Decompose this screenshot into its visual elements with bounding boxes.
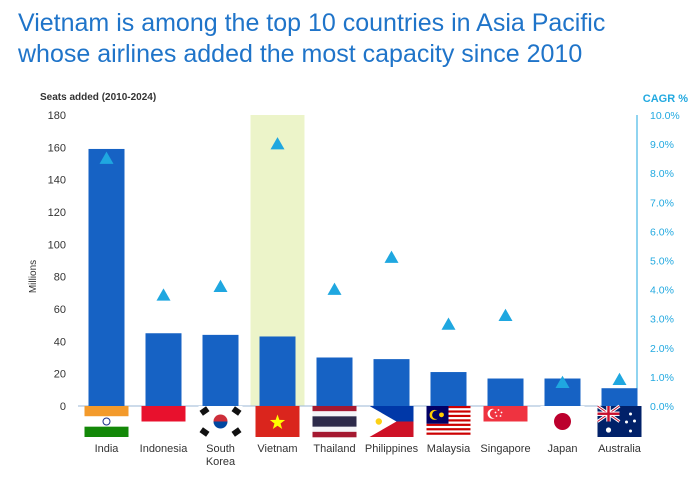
cagr-marker-south-korea [213,279,228,292]
cagr-marker-thailand [327,282,342,295]
y2-tick-label: 0.0% [650,401,674,413]
y-tick-label: 0 [60,401,66,413]
bar-philippines [373,359,410,406]
chart-title: Vietnam is among the top 10 countries in… [18,8,688,70]
singapore-flag [483,406,528,437]
philippines-flag [369,406,414,437]
category-label: Malaysia [427,443,471,455]
y-tick-label: 160 [48,142,66,154]
bar-indonesia [145,333,182,406]
cagr-marker-malaysia [441,317,456,330]
y-tick-label: 180 [48,110,66,122]
bar-vietnam [259,336,296,406]
cagr-marker-singapore [498,308,513,322]
y2-tick-label: 5.0% [650,256,674,268]
category-label: South [206,443,235,455]
y-tick-label: 80 [54,272,66,284]
malaysia-flag [426,406,471,438]
chart-title-line-1: Vietnam is among the top 10 countries in… [18,9,606,37]
cagr-marker-india [99,151,114,164]
y2-tick-label: 4.0% [650,285,674,297]
india-flag [84,406,129,437]
cagr-marker-japan [555,375,570,388]
y-tick-label: 20 [54,369,66,381]
left-axis-title: Seats added (2010-2024) [40,92,156,103]
axis-layer: Seats added (2010-2024) CAGR % Millions 0 20… [28,92,688,413]
category-label: Korea [206,456,236,468]
bar-thailand [316,357,353,406]
y2-tick-label: 8.0% [650,168,674,180]
cagr-marker-indonesia [156,288,171,301]
y2-tick-label: 9.0% [650,139,674,151]
bar-singapore [487,378,524,406]
y-tick-label: 140 [48,175,66,187]
chart-title-line-2: whose airlines added the most capacity s… [18,40,583,68]
y-tick-label: 100 [48,239,66,251]
cagr-marker-australia [612,372,627,386]
japan-flag [540,406,585,437]
bar-india [88,148,125,406]
category-label: India [95,443,120,455]
cagr-marker-vietnam [270,137,285,150]
bar-australia [601,388,638,406]
y2-tick-label: 2.0% [650,343,674,355]
bar-malaysia [430,372,467,406]
y-tick-label: 40 [54,336,66,348]
australia-flag [596,404,642,437]
category-label: Indonesia [140,443,189,455]
y2-tick-label: 3.0% [650,314,674,326]
category-label: Vietnam [257,443,297,455]
indonesia-flag [141,406,186,437]
bar-layer [88,148,638,406]
category-label: Thailand [313,443,355,455]
y-tick-label: 60 [54,304,66,316]
category-label: Australia [598,443,642,455]
y2-tick-label: 7.0% [650,197,674,209]
y2-tick-label: 6.0% [650,226,674,238]
thailand-flag [312,406,357,438]
south-korea-flag [198,406,243,437]
y2-tick-label: 10.0% [650,110,680,122]
category-label: Japan [548,443,578,455]
category-label: Singapore [480,443,530,455]
y2-tick-label: 1.0% [650,372,674,384]
cagr-marker-philippines [384,250,399,263]
bar-south-korea [202,334,239,406]
category-label: Philippines [365,443,419,455]
right-axis-title: CAGR % [643,93,688,105]
flag-layer [84,404,642,438]
y-axis-label: Millions [28,260,39,293]
marker-layer [99,137,627,388]
vietnam-flag [255,406,300,437]
y-tick-label: 120 [48,207,66,219]
